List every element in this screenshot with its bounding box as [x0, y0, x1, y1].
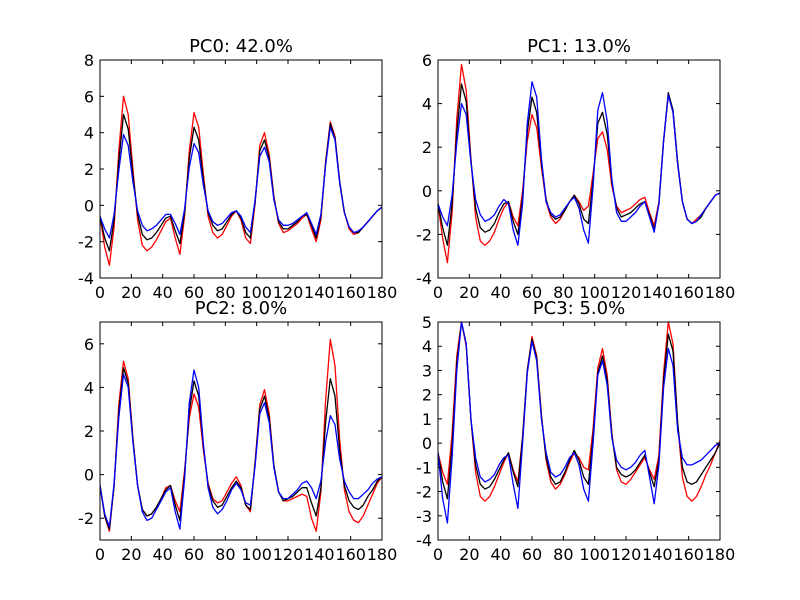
x-tick-label: 20 [121, 545, 141, 564]
series-group [438, 322, 720, 524]
x-tick-label: 60 [184, 283, 204, 302]
y-tick-label: 6 [84, 335, 94, 354]
series-line-1 [438, 322, 720, 500]
x-tick-label: 180 [367, 283, 398, 302]
y-tick-label: -2 [416, 483, 432, 502]
chart-panel-1: 0 20 40 60 80 100 120 140 160 180 -4 -2 0 2 4 6 PC1: 13.… [416, 36, 735, 302]
series-line-2 [100, 369, 382, 530]
series-line-2 [438, 81, 720, 246]
chart-title: PC1: 13.0% [527, 36, 631, 57]
chart-title: PC0: 42.0% [189, 36, 293, 57]
x-tick-label: 80 [553, 283, 573, 302]
y-tick-label: 5 [422, 313, 432, 332]
y-tick-label: 1 [422, 410, 432, 429]
y-tick-label: 4 [422, 337, 432, 356]
y-tick-label: -4 [416, 269, 432, 288]
y-tick-label: 3 [422, 361, 432, 380]
y-tick-label: -2 [78, 233, 94, 252]
y-tick-label: 0 [84, 196, 94, 215]
x-tick-label: 160 [335, 283, 366, 302]
y-tick-label: -1 [416, 458, 432, 477]
series-line-2 [438, 322, 720, 524]
x-tick-label: 140 [304, 283, 335, 302]
y-tick-label: 0 [422, 182, 432, 201]
series-group [438, 63, 720, 264]
y-tick-label: 2 [84, 160, 94, 179]
x-tick-label: 20 [459, 545, 479, 564]
x-tick-label: 80 [215, 283, 235, 302]
x-tick-label: 100 [579, 545, 610, 564]
x-tick-label: 60 [184, 545, 204, 564]
x-tick-label: 100 [241, 283, 272, 302]
series-line-2 [100, 126, 382, 239]
x-tick-label: 140 [642, 283, 673, 302]
x-tick-label: 0 [95, 545, 105, 564]
y-tick-label: -2 [78, 509, 94, 528]
x-tick-label: 60 [522, 545, 542, 564]
axes-frame [437, 321, 721, 541]
x-tick-label: 160 [673, 283, 704, 302]
y-tick-label: 6 [422, 51, 432, 70]
y-tick-label: -4 [78, 269, 94, 288]
x-tick-label: 120 [611, 545, 642, 564]
x-tick-label: 140 [304, 545, 335, 564]
x-tick-label: 40 [152, 283, 172, 302]
series-group [100, 95, 382, 266]
x-tick-label: 0 [433, 545, 443, 564]
x-tick-label: 20 [459, 283, 479, 302]
y-tick-label: 6 [84, 87, 94, 106]
y-tick-label: 2 [84, 422, 94, 441]
axes-frame [437, 59, 721, 279]
x-tick-label: 180 [705, 545, 736, 564]
y-tick-label: 4 [84, 378, 94, 397]
chart-title: PC2: 8.0% [195, 298, 287, 319]
y-tick-label: -3 [416, 507, 432, 526]
x-tick-label: 80 [553, 545, 573, 564]
x-tick-label: 140 [642, 545, 673, 564]
y-tick-label: 4 [422, 95, 432, 114]
series-line-0 [438, 322, 720, 502]
x-tick-label: 40 [490, 545, 510, 564]
y-tick-label: 8 [84, 51, 94, 70]
y-tick-label: 0 [84, 466, 94, 485]
series-line-0 [100, 338, 382, 532]
x-tick-label: 120 [273, 283, 304, 302]
x-tick-label: 0 [95, 283, 105, 302]
y-tick-label: -4 [416, 531, 432, 550]
x-tick-label: 0 [433, 283, 443, 302]
y-tick-label: 0 [422, 434, 432, 453]
series-line-1 [100, 367, 382, 530]
x-tick-label: 60 [522, 283, 542, 302]
x-tick-label: 120 [611, 283, 642, 302]
x-tick-label: 40 [490, 283, 510, 302]
x-tick-label: 100 [579, 283, 610, 302]
x-tick-label: 80 [215, 545, 235, 564]
x-tick-label: 100 [241, 545, 272, 564]
x-tick-label: 40 [152, 545, 172, 564]
y-tick-label: 2 [422, 138, 432, 157]
x-tick-label: 160 [673, 545, 704, 564]
x-tick-label: 180 [705, 283, 736, 302]
series-group [100, 338, 382, 532]
y-tick-label: 4 [84, 124, 94, 143]
chart-title: PC3: 5.0% [533, 298, 625, 319]
x-tick-label: 180 [367, 545, 398, 564]
x-tick-label: 120 [273, 545, 304, 564]
x-tick-label: 20 [121, 283, 141, 302]
y-tick-label: 2 [422, 386, 432, 405]
y-tick-label: -2 [416, 225, 432, 244]
x-tick-label: 160 [335, 545, 366, 564]
chart-panel-0: 0 20 40 60 80 100 120 140 160 180 -4 -2 0 2 4 6 8 PC0: 42… [78, 36, 397, 302]
chart-panel-3: 0 20 40 60 80 100 120 140 160 180 -4 -3 -2 -1 0 1 2 3 4 5 PC… [416, 298, 735, 564]
